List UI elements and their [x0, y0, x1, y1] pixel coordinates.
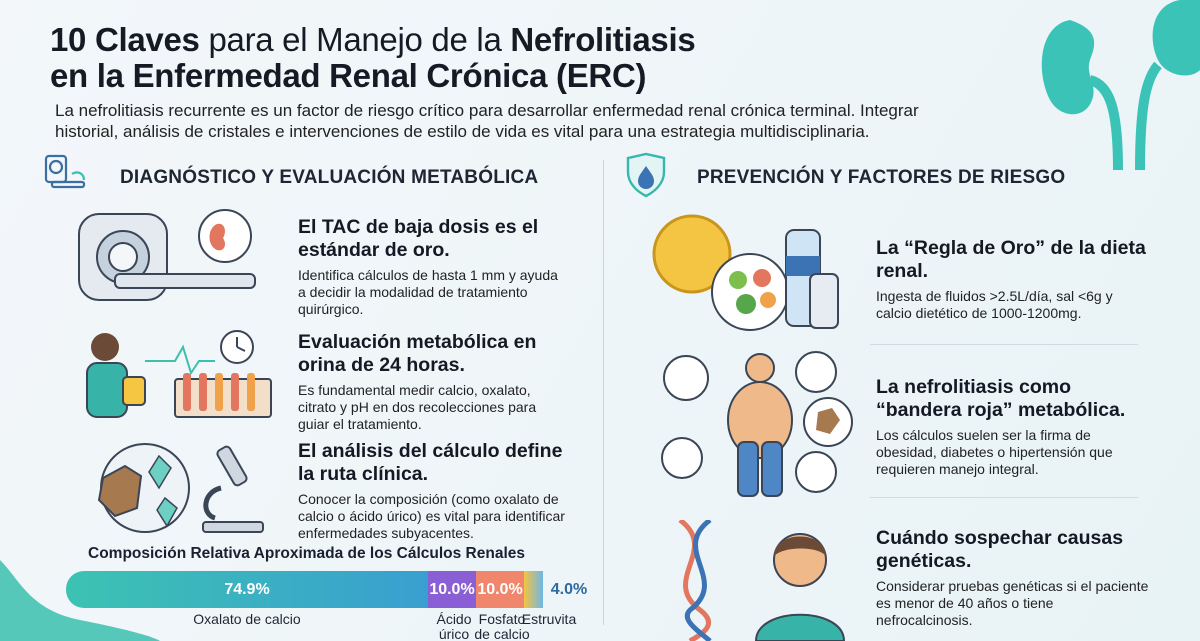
right-card-3-body: Considerar pruebas genéticas si el pacie… [876, 578, 1149, 628]
left-section-heading: DIAGNÓSTICO Y EVALUACIÓN METABÓLICA [120, 167, 539, 188]
left-card-2-body: Es fundamental medir calcio, oxalato, ci… [298, 382, 537, 432]
right-divider-2 [870, 497, 1138, 498]
intro-text: La nefrolitiasis recurrente es un factor… [55, 101, 919, 141]
composition-segment-label: Oxalato de calcio [193, 611, 301, 627]
dna-person-icon [660, 520, 860, 641]
composition-segment-label: Ácido úrico [436, 611, 472, 641]
left-card-3-body: Conocer la composición (como oxalato de … [298, 491, 565, 541]
left-card-3-title: El análisis del cálculo define la ruta c… [298, 440, 563, 485]
right-card-1-body: Ingesta de fluidos >2.5L/día, sal <6g y … [876, 288, 1113, 321]
title-line-2: en la Enfermedad Renal Crónica (ERC) [50, 57, 647, 94]
column-divider [603, 160, 604, 625]
title-bold-1: 10 Claves [50, 21, 200, 58]
right-card-1: La “Regla de Oro” de la dieta renal. Ing… [876, 237, 1146, 322]
title-light: para el Manejo de la [199, 21, 511, 58]
left-card-1-title: El TAC de baja dosis es el estándar de o… [298, 216, 539, 261]
right-card-3: Cuándo sospechar causas genéticas. Consi… [876, 527, 1151, 629]
ct-scanner-icon [42, 152, 90, 194]
composition-segment: 4.0% [524, 571, 543, 608]
title-bold-2: Nefrolitiasis [510, 21, 696, 58]
right-card-1-title: La “Regla de Oro” de la dieta renal. [876, 237, 1146, 282]
diet-plate-water-icon [650, 212, 850, 332]
composition-segment-label: Fosfato de calcio [474, 611, 530, 641]
composition-segment: 10.0% [428, 571, 476, 608]
left-card-2-title: Evaluación metabólica en orina de 24 hor… [298, 331, 537, 376]
right-divider-1 [870, 344, 1138, 345]
right-card-2: La nefrolitiasis como “bandera roja” met… [876, 376, 1151, 478]
stone-microscope-icon [75, 438, 275, 538]
kidney-logo-icon [1030, 0, 1200, 170]
page-title: 10 Claves para el Manejo de la Nefroliti… [50, 22, 770, 94]
composition-segment-value: 4.0% [550, 580, 588, 598]
urine-test-clock-icon [75, 325, 275, 425]
ct-scanner-kidney-icon [75, 208, 275, 308]
composition-segment: 10.0% [476, 571, 524, 608]
left-card-3: El análisis del cálculo define la ruta c… [298, 440, 583, 542]
composition-title: Composición Relativa Aproximada de los C… [88, 545, 525, 562]
right-card-2-title: La nefrolitiasis como “bandera roja” met… [876, 376, 1126, 421]
composition-segment: 74.9% [66, 571, 428, 608]
left-card-2: Evaluación metabólica en orina de 24 hor… [298, 331, 568, 433]
right-card-3-title: Cuándo sospechar causas genéticas. [876, 527, 1124, 572]
background-wave-bottom-left [0, 540, 160, 641]
right-section-heading: PREVENCIÓN Y FACTORES DE RIESGO [697, 167, 1066, 188]
left-card-1-body: Identifica cálculos de hasta 1 mm y ayud… [298, 267, 558, 317]
composition-segment-label: Estruvita [521, 611, 577, 627]
metabolic-body-icon [660, 350, 860, 500]
right-card-2-body: Los cálculos suelen ser la firma de obes… [876, 427, 1113, 477]
shield-drop-icon [622, 152, 674, 198]
left-card-1: El TAC de baja dosis es el estándar de o… [298, 216, 568, 318]
